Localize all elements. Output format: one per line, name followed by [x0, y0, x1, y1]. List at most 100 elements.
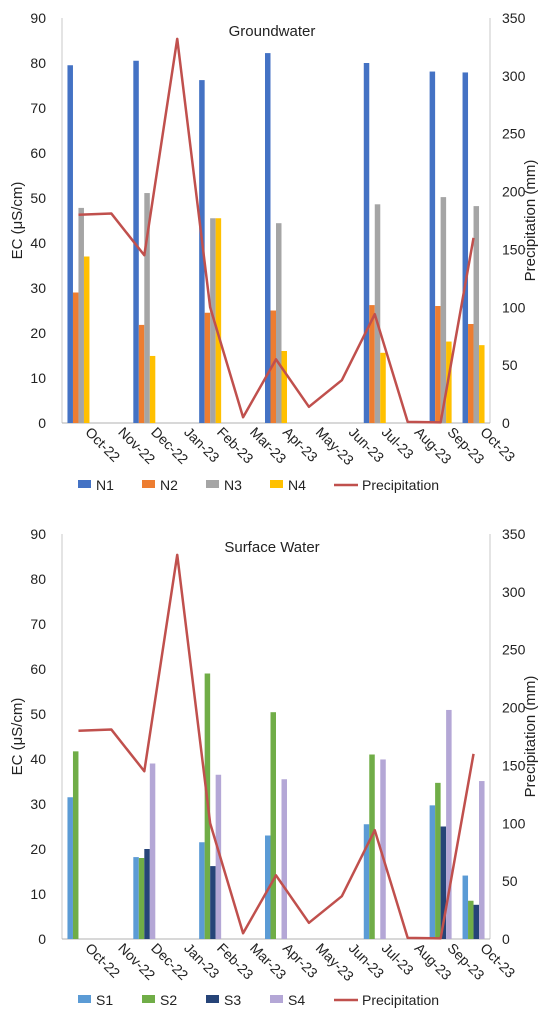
- y2-tick-label: 200: [502, 700, 526, 716]
- legend-label: N3: [224, 477, 242, 493]
- bar-n3: [78, 207, 84, 423]
- bar-n3: [144, 193, 150, 423]
- y2-tick-label: 50: [502, 357, 518, 373]
- y2-tick-label: 100: [502, 299, 526, 315]
- y-tick-label: 30: [30, 796, 46, 812]
- bar-s3: [440, 826, 447, 939]
- chart-title: Surface Water: [224, 539, 319, 556]
- y-tick-label: 40: [30, 751, 46, 767]
- chart-panel-2: 0 10 20 30 40 50 60 70 80 90 0 50 100 150 200 250 300 350…: [9, 526, 539, 1008]
- y2-tick-label: 300: [502, 68, 526, 84]
- legend-label: N4: [288, 477, 306, 493]
- bar-s4: [479, 781, 485, 939]
- legend-swatch: [270, 995, 283, 1003]
- bar-n4: [83, 256, 90, 423]
- y-tick-label: 80: [30, 571, 46, 587]
- y-tick-label: 10: [30, 886, 46, 902]
- y-axis-label: EC (μS/cm): [9, 182, 26, 260]
- legend-label: S2: [160, 992, 177, 1008]
- y2-tick-label: 300: [502, 584, 526, 600]
- legend-label: N2: [160, 477, 178, 493]
- bar-s2: [435, 782, 441, 939]
- bar-n2: [435, 306, 441, 423]
- legend-swatch: [142, 995, 155, 1003]
- bar-s2: [468, 900, 474, 939]
- y-tick-label: 20: [30, 841, 46, 857]
- y2-axis-label: Precipitation (mm): [522, 676, 539, 798]
- y2-tick-label: 250: [502, 642, 526, 658]
- legend-swatch: [78, 480, 91, 488]
- y2-axis-label: Precipitation (mm): [522, 160, 539, 282]
- legend-label: Precipitation: [362, 477, 439, 493]
- bar-s1: [133, 857, 139, 939]
- bar-n3: [440, 197, 447, 423]
- bar-s1: [363, 824, 370, 939]
- bar-s2: [72, 751, 79, 939]
- bar-s2: [270, 712, 276, 939]
- bar-n1: [363, 63, 370, 423]
- y2-tick-label: 250: [502, 126, 526, 142]
- y-tick-label: 10: [30, 370, 46, 386]
- bar-n2: [270, 310, 276, 423]
- bar-s4: [446, 709, 452, 939]
- bar-n3: [276, 223, 282, 423]
- y2-tick-label: 0: [502, 415, 510, 431]
- y-tick-label: 50: [30, 190, 46, 206]
- bar-n2: [369, 305, 375, 423]
- bar-n3: [374, 204, 381, 423]
- legend-swatch: [206, 480, 219, 488]
- legend-label: S4: [288, 992, 305, 1008]
- legend-label: S1: [96, 992, 113, 1008]
- bar-n2: [204, 312, 211, 423]
- x-tick-label: Oct-22: [82, 424, 123, 465]
- x-tick-label: Apr-23: [280, 424, 321, 465]
- bar-n3: [473, 206, 480, 423]
- y-axis-label: EC (μS/cm): [9, 698, 26, 776]
- chart-panel-1: 0 10 20 30 40 50 60 70 80 90 0 50 100 150 200 250 300 350…: [9, 10, 539, 493]
- y-tick-label: 0: [38, 415, 46, 431]
- y2-tick-label: 150: [502, 757, 526, 773]
- y-tick-label: 70: [30, 100, 46, 116]
- bar-s4: [281, 779, 287, 939]
- bar-n1: [265, 53, 271, 423]
- y-tick-label: 60: [30, 661, 46, 677]
- y-tick-label: 30: [30, 280, 46, 296]
- bar-n4: [215, 218, 222, 423]
- bar-n1: [133, 60, 139, 423]
- bar-n2: [468, 324, 474, 423]
- bar-s4: [215, 774, 222, 939]
- bar-s4: [380, 759, 386, 939]
- legend-label: S3: [224, 992, 241, 1008]
- bar-n1: [67, 65, 73, 423]
- bar-n1: [429, 71, 436, 424]
- bar-s1: [199, 842, 205, 939]
- bar-n4: [149, 355, 156, 423]
- y-tick-label: 90: [30, 526, 46, 542]
- x-tick-label: Mar-23: [247, 940, 290, 983]
- y2-tick-label: 0: [502, 931, 510, 947]
- y-tick-label: 0: [38, 931, 46, 947]
- bar-s1: [462, 875, 469, 939]
- x-tick-label: Mar-23: [247, 424, 290, 467]
- bar-n2: [138, 324, 145, 423]
- y-tick-label: 70: [30, 616, 46, 632]
- x-tick-label: Apr-23: [280, 940, 321, 981]
- y2-tick-label: 350: [502, 10, 526, 26]
- bar-s1: [429, 805, 436, 939]
- chart-title: Groundwater: [229, 23, 316, 40]
- y-tick-label: 20: [30, 325, 46, 341]
- bar-n1: [199, 80, 205, 423]
- bar-n2: [72, 292, 79, 423]
- y-tick-label: 50: [30, 706, 46, 722]
- x-tick-label: Oct-22: [82, 940, 123, 981]
- bar-s1: [67, 797, 73, 939]
- legend-label: Precipitation: [362, 992, 439, 1008]
- bar-n4: [281, 351, 287, 423]
- y2-tick-label: 100: [502, 815, 526, 831]
- legend-label: N1: [96, 477, 114, 493]
- legend-swatch: [270, 480, 283, 488]
- bar-s3: [473, 904, 480, 939]
- legend-swatch: [78, 995, 91, 1003]
- precipitation-line: [78, 553, 475, 940]
